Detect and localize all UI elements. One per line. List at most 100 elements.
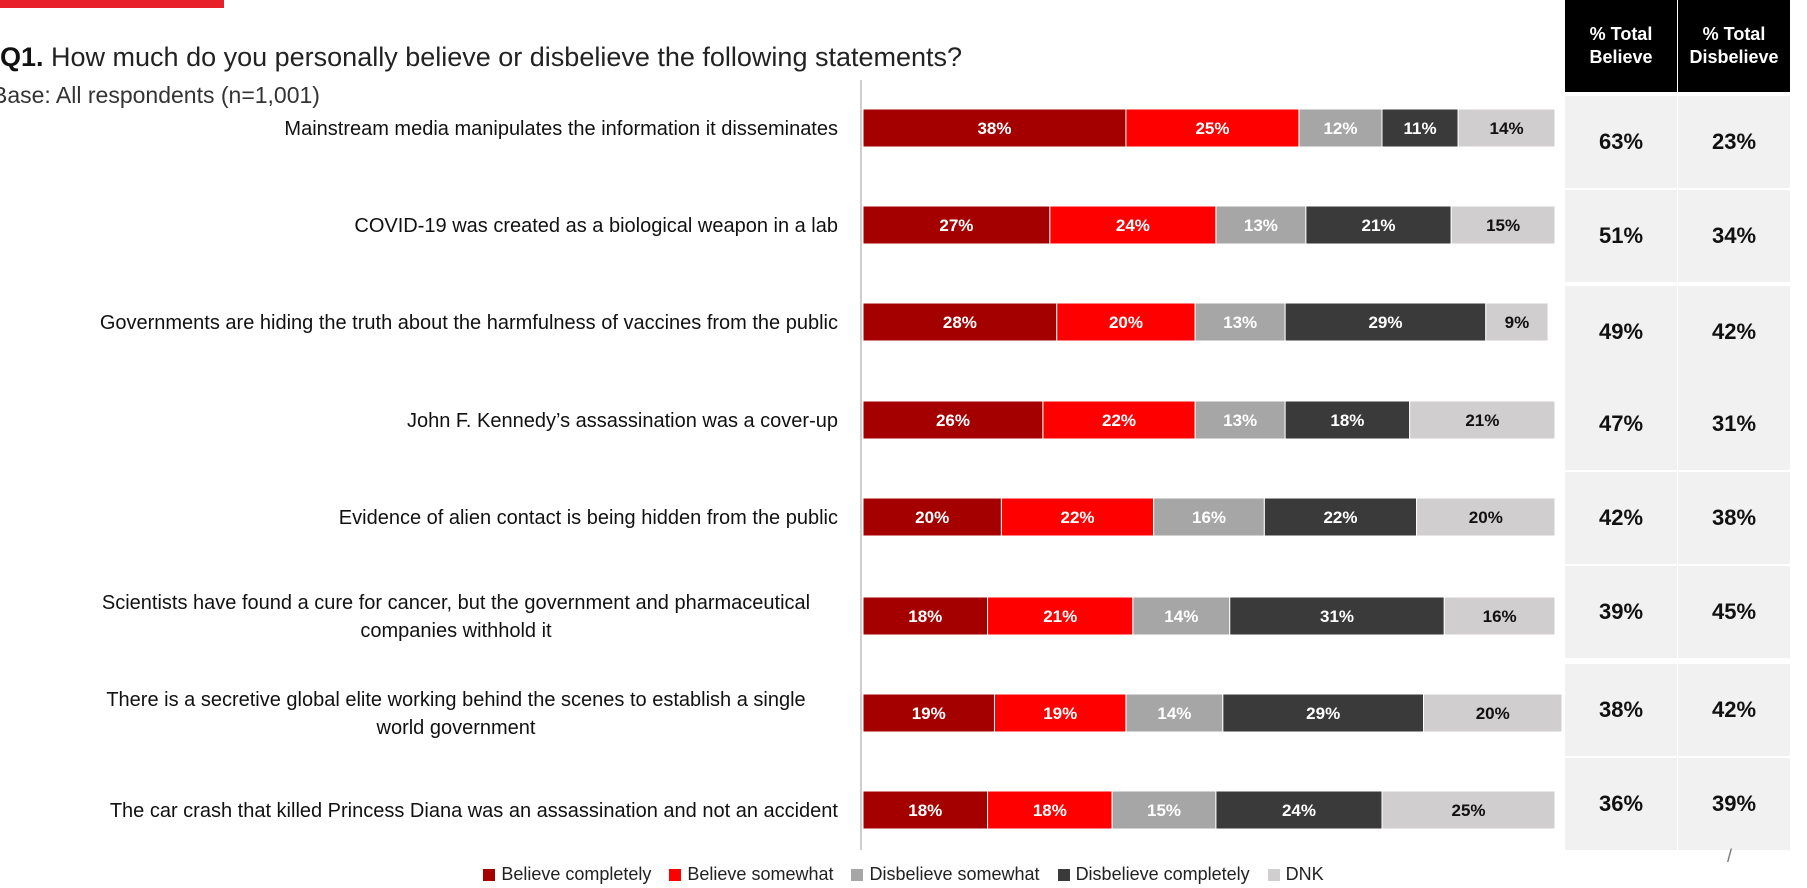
legend-label: DNK: [1285, 864, 1324, 884]
bar-value-label: 11%: [1404, 119, 1437, 138]
total-disbelieve-value: 34%: [1678, 190, 1790, 282]
bar-value-label: 38%: [977, 119, 1011, 138]
legend-swatch: [1057, 868, 1070, 881]
bar-value-label: 20%: [915, 508, 949, 527]
bar-value-label: 22%: [1061, 508, 1095, 527]
legend-item: Disbelieve somewhat: [851, 864, 1040, 885]
bar-value-label: 19%: [912, 704, 946, 723]
legend-swatch: [1267, 868, 1280, 881]
bar-value-label: 20%: [1469, 508, 1503, 527]
category-label: COVID-19 was created as a biological wea…: [354, 215, 838, 237]
bar-value-label: 25%: [1195, 119, 1229, 138]
bar-segment: [1042, 400, 1196, 440]
bar-value-label: 18%: [908, 607, 942, 626]
bar-segment: [1381, 108, 1459, 148]
bar-segment: [1409, 400, 1556, 440]
bar-value-label: 18%: [908, 801, 942, 820]
legend-swatch: [483, 868, 496, 881]
bar-segment: [1194, 302, 1286, 342]
bar-segment: [1229, 596, 1445, 636]
bar-segment: [1416, 497, 1556, 537]
bar-segment: [1423, 693, 1563, 733]
bar-segment: [993, 693, 1127, 733]
bar-value-label: 22%: [1102, 411, 1136, 430]
total-disbelieve-header: % Total Disbelieve: [1678, 0, 1790, 92]
legend-label: Believe somewhat: [687, 864, 834, 884]
bar-value-label: 27%: [939, 216, 973, 235]
bar-segment: [862, 693, 995, 733]
category-label: Evidence of alien contact is being hidde…: [339, 507, 838, 529]
bar-value-label: 14%: [1164, 607, 1198, 626]
bar-value-label: 20%: [1476, 704, 1510, 723]
legend-item: Believe somewhat: [669, 864, 833, 885]
bar-value-label: 29%: [1306, 704, 1340, 723]
question-text: How much do you personally believe or di…: [43, 42, 963, 72]
total-believe-value: 36%: [1565, 758, 1677, 850]
legend-item: DNK: [1267, 864, 1324, 885]
legend-label: Disbelieve somewhat: [869, 864, 1040, 884]
bar-value-label: 12%: [1323, 119, 1357, 138]
bar-value-label: 9%: [1505, 313, 1530, 332]
bar-segment: [1305, 205, 1452, 245]
total-believe-value: 49%: [1565, 286, 1677, 378]
total-believe-header: % Total Believe: [1565, 0, 1677, 92]
bar-value-label: 20%: [1109, 313, 1143, 332]
bar-value-label: 15%: [1147, 801, 1181, 820]
bar-segment: [1381, 790, 1556, 830]
bar-value-label: 29%: [1368, 313, 1402, 332]
bar-segment: [862, 205, 1051, 245]
bar-value-label: 21%: [1465, 411, 1499, 430]
total-believe-value: 42%: [1565, 472, 1677, 564]
bar-value-label: 31%: [1320, 607, 1354, 626]
category-label: The car crash that killed Princess Diana…: [110, 800, 839, 822]
bar-segment: [1056, 302, 1196, 342]
bar-value-label: 14%: [1157, 704, 1191, 723]
total-believe-value: 39%: [1565, 566, 1677, 658]
bar-value-label: 18%: [1033, 801, 1067, 820]
legend-label: Disbelieve completely: [1075, 864, 1250, 884]
question-title: Q1. How much do you personally believe o…: [0, 42, 962, 73]
bar-value-label: 24%: [1282, 801, 1316, 820]
total-disbelieve-value: 23%: [1678, 96, 1790, 188]
bar-value-label: 15%: [1486, 216, 1520, 235]
bar-segment: [1222, 693, 1425, 733]
bar-value-label: 25%: [1451, 801, 1485, 820]
bar-value-label: 14%: [1490, 119, 1524, 138]
bar-segment: [1298, 108, 1383, 148]
legend-swatch: [851, 868, 864, 881]
bar-segment: [1000, 497, 1155, 537]
bar-segment: [1132, 596, 1231, 636]
legend-label: Believe completely: [501, 864, 652, 884]
total-disbelieve-value: 45%: [1678, 566, 1790, 658]
bar-segment: [862, 400, 1044, 440]
category-label: Scientists have found a cure for cancer,…: [102, 592, 810, 642]
bar-value-label: 22%: [1323, 508, 1357, 527]
bar-value-label: 16%: [1192, 508, 1226, 527]
bar-segment: [1153, 497, 1265, 537]
bar-segment: [987, 790, 1113, 830]
bar-value-label: 13%: [1244, 216, 1278, 235]
bar-segment: [862, 596, 989, 636]
bar-value-label: 13%: [1223, 313, 1257, 332]
bar-segment: [862, 302, 1058, 342]
total-disbelieve-value: 42%: [1678, 286, 1790, 378]
bar-value-label: 28%: [943, 313, 977, 332]
bar-value-label: 24%: [1116, 216, 1150, 235]
bar-segment: [987, 596, 1134, 636]
bar-segment: [862, 790, 989, 830]
total-disbelieve-value: 38%: [1678, 472, 1790, 564]
bar-segment: [1457, 108, 1556, 148]
total-disbelieve-value: 31%: [1678, 378, 1790, 470]
accent-bar: [0, 0, 224, 8]
total-believe-value: 51%: [1565, 190, 1677, 282]
bar-segment: [1450, 205, 1556, 245]
bar-value-label: 26%: [936, 411, 970, 430]
legend-swatch: [669, 868, 682, 881]
total-disbelieve-value: 42%: [1678, 664, 1790, 756]
bar-value-label: 21%: [1362, 216, 1396, 235]
bar-segment: [1443, 596, 1556, 636]
bar-value-label: 21%: [1043, 607, 1077, 626]
total-disbelieve-value: 39%: [1678, 758, 1790, 850]
category-label: Mainstream media manipulates the informa…: [284, 118, 838, 140]
